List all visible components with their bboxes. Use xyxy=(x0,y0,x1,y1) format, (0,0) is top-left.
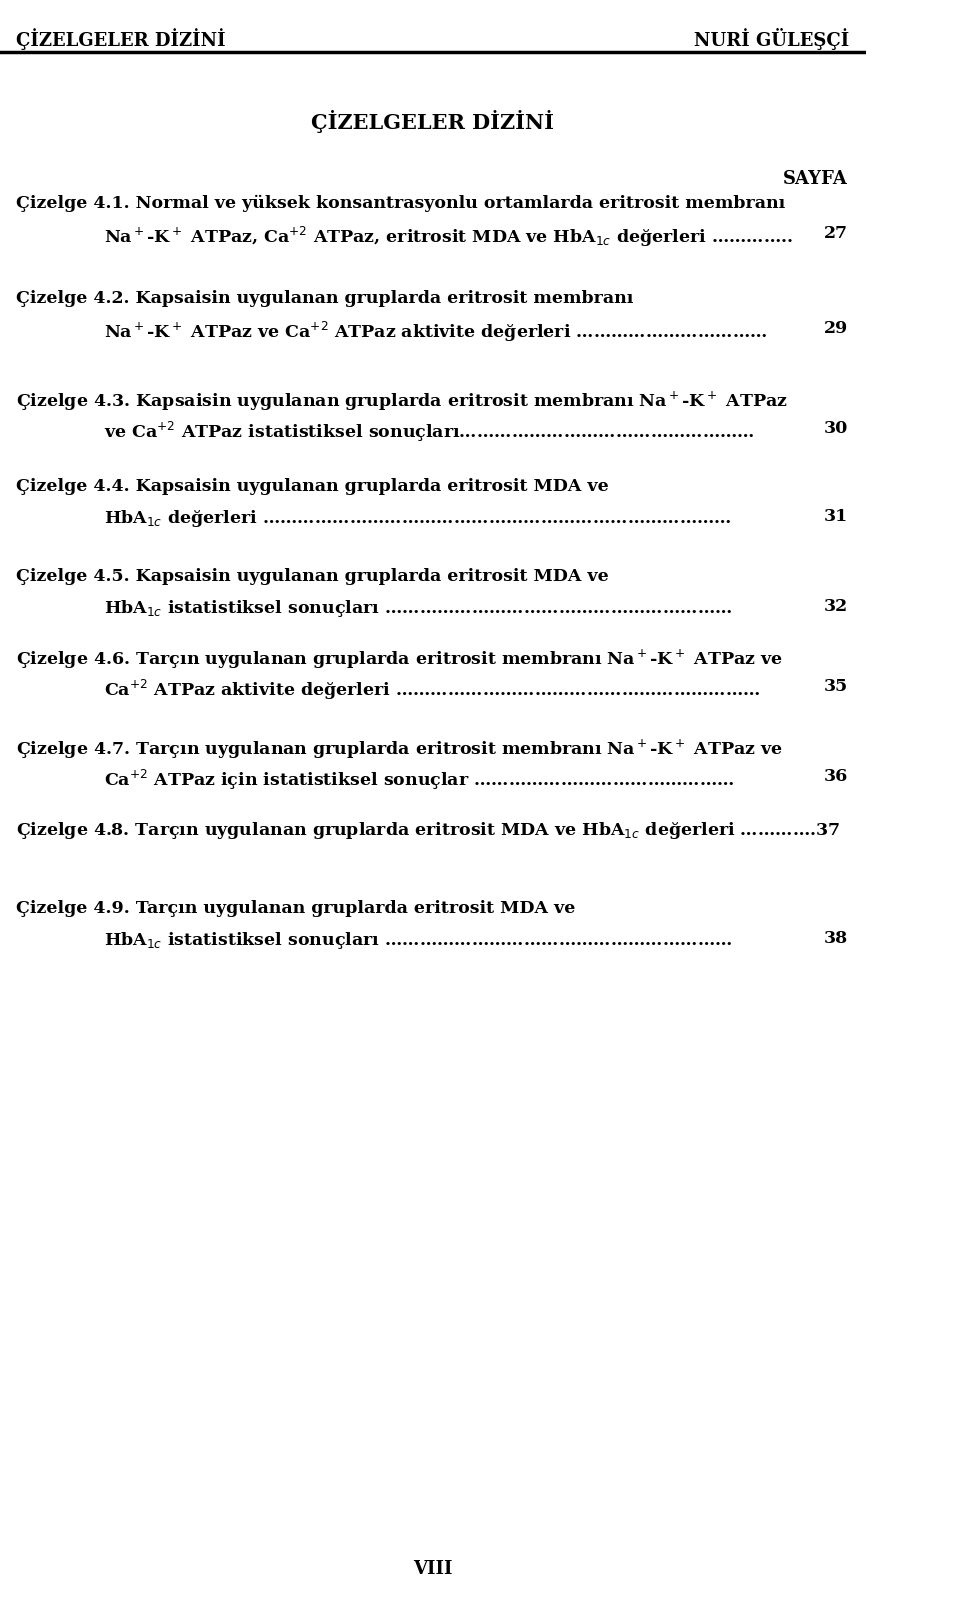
Text: Na$^+$-K$^+$ ATPaz ve Ca$^{+2}$ ATPaz aktivite değerleri ……………………………: Na$^+$-K$^+$ ATPaz ve Ca$^{+2}$ ATPaz ak… xyxy=(104,319,767,343)
Text: 32: 32 xyxy=(824,597,848,615)
Text: Çizelge 4.8. Tarçın uygulanan gruplarda eritrosit MDA ve HbA$_{1c}$ değerleri ……: Çizelge 4.8. Tarçın uygulanan gruplarda … xyxy=(16,819,840,842)
Text: Na$^+$-K$^+$ ATPaz, Ca$^{+2}$ ATPaz, eritrosit MDA ve HbA$_{1c}$ değerleri ………….: Na$^+$-K$^+$ ATPaz, Ca$^{+2}$ ATPaz, eri… xyxy=(104,225,793,249)
Text: 36: 36 xyxy=(824,768,848,786)
Text: 31: 31 xyxy=(824,508,848,525)
Text: 38: 38 xyxy=(824,929,848,947)
Text: Ca$^{+2}$ ATPaz aktivite değerleri ………………………………………………………: Ca$^{+2}$ ATPaz aktivite değerleri ……………… xyxy=(104,679,760,703)
Text: HbA$_{1c}$ istatistiksel sonuçları ……………………………………………………: HbA$_{1c}$ istatistiksel sonuçları ……………… xyxy=(104,597,732,620)
Text: Çizelge 4.4. Kapsaisin uygulanan gruplarda eritrosit MDA ve: Çizelge 4.4. Kapsaisin uygulanan gruplar… xyxy=(16,478,609,495)
Text: Çizelge 4.9. Tarçın uygulanan gruplarda eritrosit MDA ve: Çizelge 4.9. Tarçın uygulanan gruplarda … xyxy=(16,901,576,917)
Text: HbA$_{1c}$ istatistiksel sonuçları ……………………………………………………: HbA$_{1c}$ istatistiksel sonuçları ……………… xyxy=(104,929,732,950)
Text: Çizelge 4.5. Kapsaisin uygulanan gruplarda eritrosit MDA ve: Çizelge 4.5. Kapsaisin uygulanan gruplar… xyxy=(16,569,609,585)
Text: NURİ GÜLEŞÇİ: NURİ GÜLEŞÇİ xyxy=(694,29,850,50)
Text: VIII: VIII xyxy=(413,1560,453,1578)
Text: 27: 27 xyxy=(824,225,848,243)
Text: 30: 30 xyxy=(824,420,848,438)
Text: Çizelge 4.1. Normal ve yüksek konsantrasyonlu ortamlarda eritrosit membranı: Çizelge 4.1. Normal ve yüksek konsantras… xyxy=(16,195,785,212)
Text: ve Ca$^{+2}$ ATPaz istatistiksel sonuçları……………………………………………: ve Ca$^{+2}$ ATPaz istatistiksel sonuçla… xyxy=(104,420,755,444)
Text: HbA$_{1c}$ değerleri ………………………………………………………………………: HbA$_{1c}$ değerleri …………………………………………………… xyxy=(104,508,732,529)
Text: ÇİZELGELER DİZİNİ: ÇİZELGELER DİZİNİ xyxy=(16,29,226,50)
Text: Çizelge 4.7. Tarçın uygulanan gruplarda eritrosit membranı Na$^+$-K$^+$ ATPaz ve: Çizelge 4.7. Tarçın uygulanan gruplarda … xyxy=(16,738,782,762)
Text: Çizelge 4.2. Kapsaisin uygulanan gruplarda eritrosit membranı: Çizelge 4.2. Kapsaisin uygulanan gruplar… xyxy=(16,291,634,307)
Text: SAYFA: SAYFA xyxy=(783,169,848,188)
Text: 29: 29 xyxy=(824,319,848,337)
Text: ÇİZELGELER DİZİNİ: ÇİZELGELER DİZİNİ xyxy=(311,110,555,133)
Text: Çizelge 4.3. Kapsaisin uygulanan gruplarda eritrosit membranı Na$^+$-K$^+$ ATPaz: Çizelge 4.3. Kapsaisin uygulanan gruplar… xyxy=(16,390,788,414)
Text: 35: 35 xyxy=(824,679,848,695)
Text: Çizelge 4.6. Tarçın uygulanan gruplarda eritrosit membranı Na$^+$-K$^+$ ATPaz ve: Çizelge 4.6. Tarçın uygulanan gruplarda … xyxy=(16,648,782,671)
Text: Ca$^{+2}$ ATPaz için istatistiksel sonuçlar ………………………………………: Ca$^{+2}$ ATPaz için istatistiksel sonuç… xyxy=(104,768,734,792)
